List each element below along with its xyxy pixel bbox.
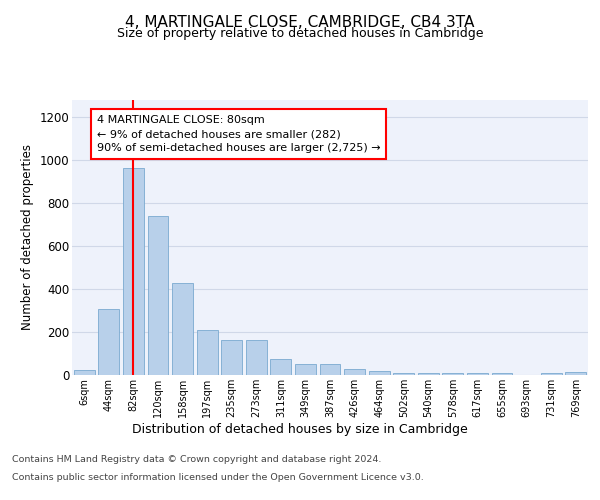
Bar xyxy=(197,330,218,375)
Bar xyxy=(393,373,414,375)
Bar xyxy=(98,310,119,375)
Text: Contains public sector information licensed under the Open Government Licence v3: Contains public sector information licen… xyxy=(12,472,424,482)
Text: Distribution of detached houses by size in Cambridge: Distribution of detached houses by size … xyxy=(132,422,468,436)
Text: 4, MARTINGALE CLOSE, CAMBRIDGE, CB4 3TA: 4, MARTINGALE CLOSE, CAMBRIDGE, CB4 3TA xyxy=(125,15,475,30)
Bar xyxy=(123,168,144,375)
Bar xyxy=(221,340,242,375)
Bar xyxy=(418,373,439,375)
Bar xyxy=(74,370,95,375)
Text: Size of property relative to detached houses in Cambridge: Size of property relative to detached ho… xyxy=(117,28,483,40)
Text: 4 MARTINGALE CLOSE: 80sqm
← 9% of detached houses are smaller (282)
90% of semi-: 4 MARTINGALE CLOSE: 80sqm ← 9% of detach… xyxy=(97,115,380,153)
Y-axis label: Number of detached properties: Number of detached properties xyxy=(21,144,34,330)
Bar xyxy=(320,364,340,375)
Bar xyxy=(368,370,389,375)
Bar xyxy=(148,216,169,375)
Bar xyxy=(344,368,365,375)
Bar xyxy=(491,373,512,375)
Bar xyxy=(172,282,193,375)
Bar xyxy=(467,373,488,375)
Bar xyxy=(442,373,463,375)
Bar xyxy=(246,340,267,375)
Bar xyxy=(565,372,586,375)
Text: Contains HM Land Registry data © Crown copyright and database right 2024.: Contains HM Land Registry data © Crown c… xyxy=(12,455,382,464)
Bar xyxy=(271,359,292,375)
Bar xyxy=(295,364,316,375)
Bar xyxy=(541,373,562,375)
